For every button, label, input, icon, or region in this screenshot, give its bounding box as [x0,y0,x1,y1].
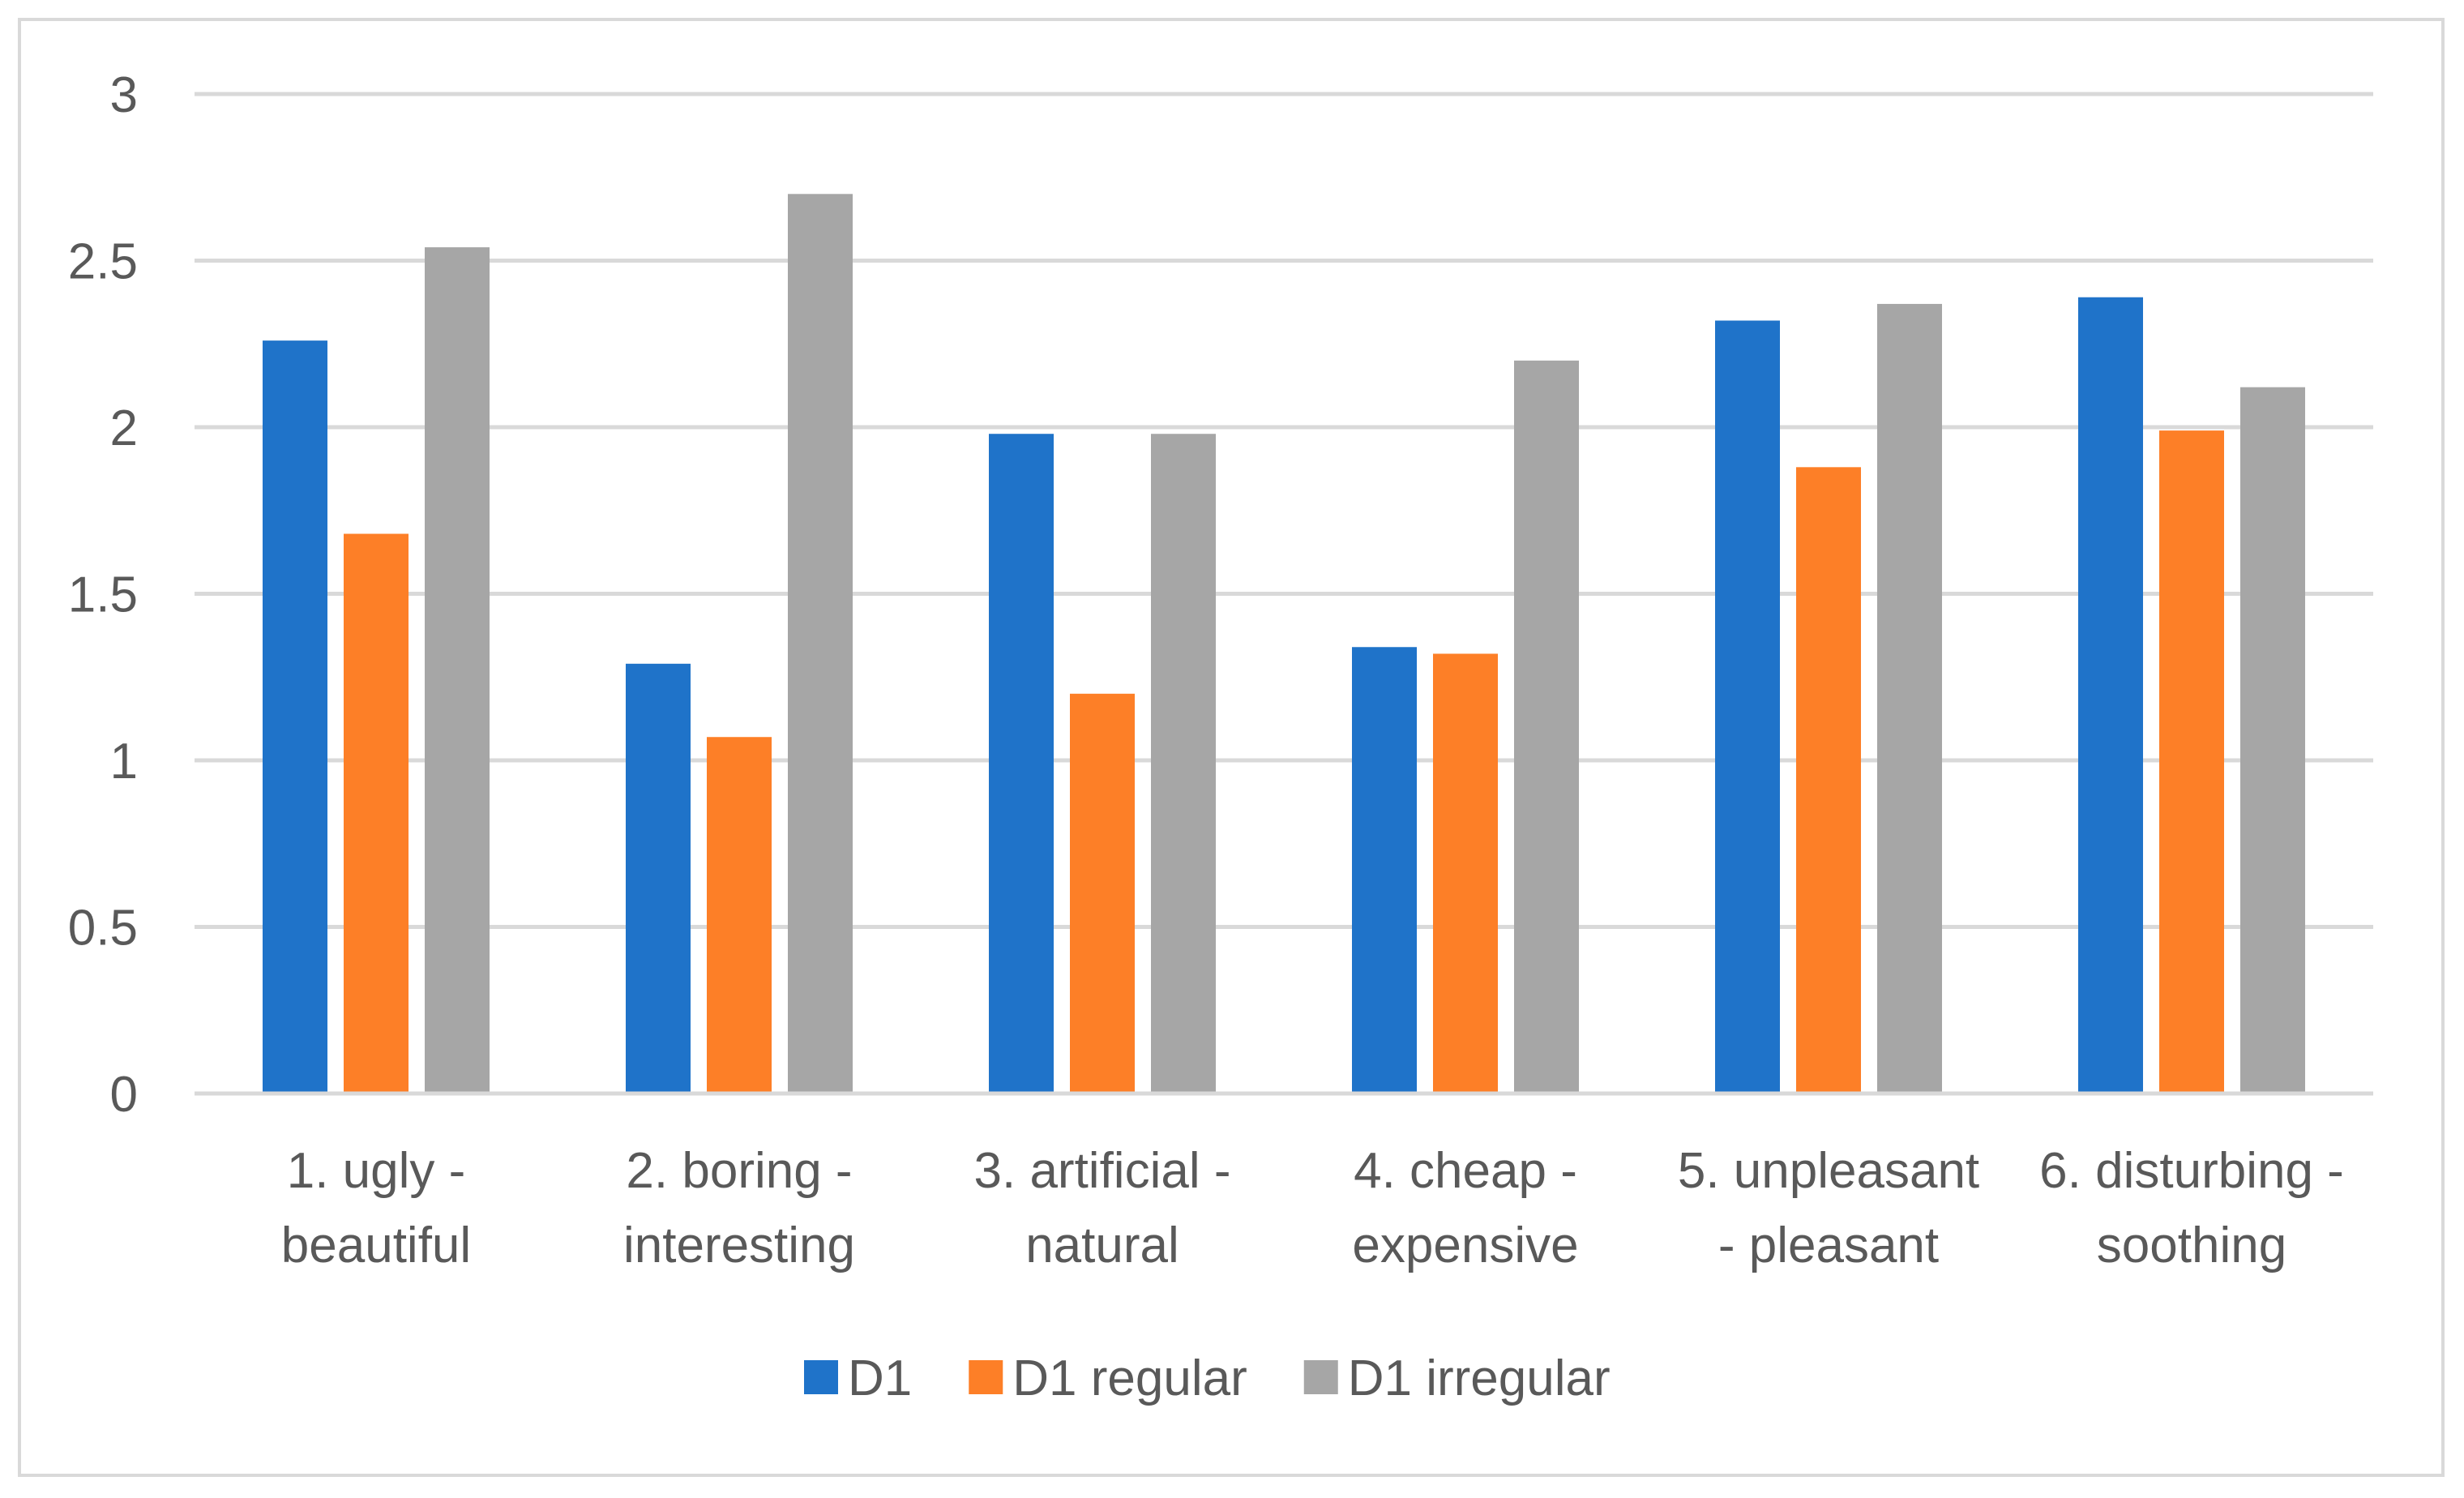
bar-d1-irregular-3 [1151,434,1216,1094]
category-label: 2. boring - [626,1143,852,1199]
category-label: 6. disturbing - [2039,1143,2344,1199]
bar-d1-6 [2078,297,2143,1094]
bar-d1-irregular-6 [2240,387,2305,1094]
bar-d1-5 [1715,320,1780,1094]
bar-d1-regular-5 [1796,467,1861,1094]
bar-d1-regular-1 [344,533,409,1094]
legend-label: D1 regular [1012,1350,1247,1406]
category-label: expensive [1352,1218,1578,1273]
bar-d1-3 [989,434,1054,1094]
y-tick-label: 0.5 [68,901,138,957]
legend-label: D1 irregular [1348,1350,1611,1406]
legend-swatch-d1 [804,1360,838,1394]
category-label: interesting [623,1218,855,1273]
y-axis-ticks: 0 0.5 1 1.5 2 2.5 3 [68,67,138,1123]
bar-d1-irregular-1 [425,247,490,1094]
y-tick-label: 1.5 [68,567,138,623]
category-label: 3. artificial - [974,1143,1231,1199]
category-label: soothing [2097,1218,2286,1273]
bar-d1-regular-6 [2159,430,2224,1094]
category-labels: 1. ugly - beautiful 2. boring - interesting… [281,1143,2344,1273]
y-tick-label: 2 [110,400,138,456]
category-label: beautiful [281,1218,471,1273]
bar-d1-regular-3 [1070,693,1135,1094]
y-tick-label: 1 [110,734,138,790]
bar-d1-irregular-5 [1877,303,1942,1094]
bars [263,194,2305,1094]
legend-swatch-d1-irregular [1303,1360,1338,1394]
category-label: 5. unpleasant [1678,1143,1979,1199]
legend-label: D1 [848,1350,912,1406]
bar-d1-1 [263,340,327,1094]
category-label: 4. cheap - [1354,1143,1577,1199]
category-label: - pleasant [1718,1218,1939,1273]
legend-swatch-d1-regular [969,1360,1003,1394]
bar-d1-irregular-2 [788,194,853,1094]
category-label: natural [1025,1218,1179,1273]
bar-d1-2 [626,663,691,1094]
bar-d1-regular-4 [1433,653,1498,1094]
bar-d1-4 [1352,647,1417,1094]
legend: D1 D1 regular D1 irregular [804,1350,1611,1406]
bar-d1-regular-2 [707,737,772,1094]
category-label: 1. ugly - [287,1143,466,1199]
y-tick-label: 2.5 [68,234,138,290]
y-tick-label: 0 [110,1067,138,1123]
bar-d1-irregular-4 [1514,360,1579,1094]
gridlines [195,92,2373,929]
y-tick-label: 3 [110,67,138,123]
